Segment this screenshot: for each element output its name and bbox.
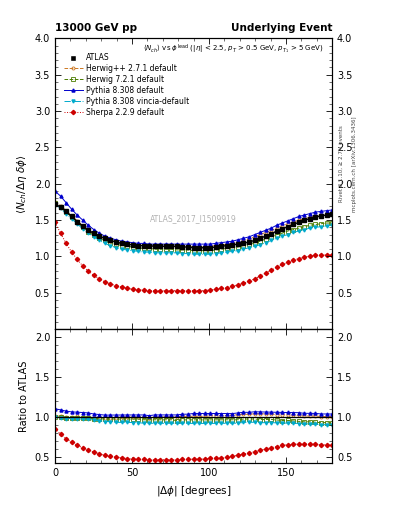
Y-axis label: $\langle N_{ch}/ \Delta\eta\ \delta\phi\rangle$: $\langle N_{ch}/ \Delta\eta\ \delta\phi\… (15, 154, 29, 214)
Text: $\langle N_{ch}\rangle$ vs $\phi^{\rm lead}$ ($|\eta|$ < 2.5, $p_T$ > 0.5 GeV, $: $\langle N_{ch}\rangle$ vs $\phi^{\rm le… (143, 43, 324, 56)
Y-axis label: Ratio to ATLAS: Ratio to ATLAS (19, 360, 29, 432)
X-axis label: $|\Delta\phi|$ [degrees]: $|\Delta\phi|$ [degrees] (156, 484, 231, 498)
Text: 13000 GeV pp: 13000 GeV pp (55, 23, 137, 33)
Text: ATLAS_2017_I1509919: ATLAS_2017_I1509919 (150, 214, 237, 223)
Text: Underlying Event: Underlying Event (231, 23, 332, 33)
Text: mcplots.cern.ch [arXiv:1306.3436]: mcplots.cern.ch [arXiv:1306.3436] (352, 116, 357, 211)
Text: Rivet 3.1.10, ≥ 2.7M events: Rivet 3.1.10, ≥ 2.7M events (339, 125, 344, 202)
Legend: ATLAS, Herwig++ 2.7.1 default, Herwig 7.2.1 default, Pythia 8.308 default, Pythi: ATLAS, Herwig++ 2.7.1 default, Herwig 7.… (62, 51, 192, 119)
